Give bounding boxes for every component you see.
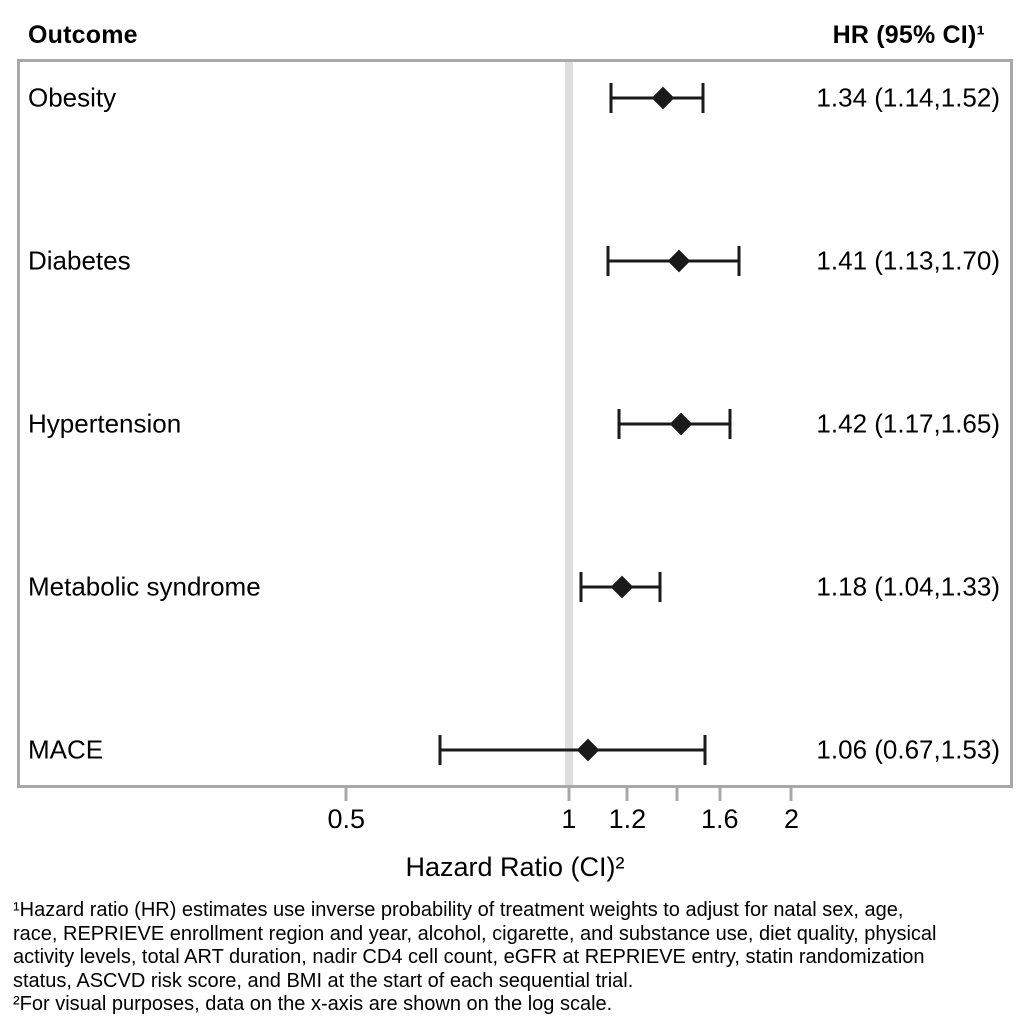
x-tick [675,788,679,801]
hr-value: 1.06 (0.67,1.53) [816,734,1000,765]
hr-value: 1.42 (1.17,1.65) [816,408,1000,439]
hr-marker [670,412,693,436]
hr-marker [610,575,634,599]
x-tick [789,788,793,801]
hr-value: 1.18 (1.04,1.33) [816,571,1000,602]
ci-cap-upper [737,246,741,276]
ci-cap-lower [579,572,583,602]
x-tick-label: 2 [783,804,799,834]
footnote-line: status, ASCVD risk score, and BMI at the… [13,969,634,992]
x-tick [718,788,722,801]
plot-area [17,59,1013,788]
x-axis-label: Hazard Ratio (CI)² [405,852,625,882]
outcome-label: Obesity [28,82,117,113]
x-tick-label: 1.6 [701,804,739,834]
hr-ci-column-header: HR (95% CI)¹ [832,21,985,49]
footnote-line: race, REPRIEVE enrollment region and yea… [13,922,937,945]
x-tick-label: 1.2 [608,804,647,834]
footnote-line: activity levels, total ART duration, nad… [13,946,925,968]
ci-cap-lower [609,83,613,113]
hr-value: 1.41 (1.13,1.70) [816,245,1000,276]
hr-marker [667,249,691,273]
ci-cap-lower [438,735,442,765]
ci-cap-upper [728,409,732,439]
ci-cap-upper [701,83,705,113]
x-tick-label: 0.5 [327,804,366,834]
reference-line-hr1 [564,62,573,785]
ci-bar [440,748,706,752]
ci-cap-lower [617,409,621,439]
footnote-line: ²For visual purposes, data on the x-axis… [13,993,613,1015]
ci-cap-upper [658,572,662,602]
footnotes: ¹Hazard ratio (HR) estimates use inverse… [13,899,936,1017]
hr-marker [576,738,599,762]
ci-cap-upper [703,735,707,765]
outcome-label: Metabolic syndrome [28,571,261,602]
outcome-column-header: Outcome [28,21,138,49]
x-tick [567,788,571,801]
hr-value: 1.34 (1.14,1.52) [816,82,1000,113]
hr-marker [651,86,675,110]
x-tick [344,788,348,801]
footnote-line: ¹Hazard ratio (HR) estimates use inverse… [13,899,904,921]
x-tick-label: 1 [561,804,577,834]
outcome-label: Hypertension [28,408,182,439]
outcome-label: MACE [28,734,104,765]
x-tick [625,788,629,801]
ci-cap-lower [606,246,610,276]
outcome-label: Diabetes [28,245,131,276]
